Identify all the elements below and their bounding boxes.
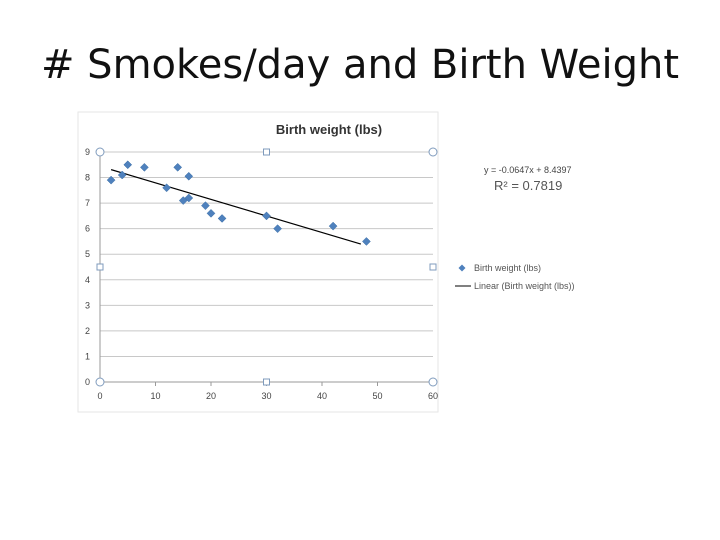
data-points xyxy=(106,160,371,246)
axes: 0 1 2 3 4 5 6 7 8 9 0 10 20 30 40 50 60 xyxy=(85,147,438,401)
y-tick-label: 2 xyxy=(85,326,90,336)
data-point xyxy=(123,160,133,170)
x-tick-label: 10 xyxy=(150,391,160,401)
resize-handle-corner xyxy=(428,147,438,157)
x-tick-label: 60 xyxy=(428,391,438,401)
resize-handle-edge xyxy=(263,148,270,156)
trendline-line xyxy=(110,169,362,245)
resize-handle-edge xyxy=(429,263,437,271)
y-tick-label: 5 xyxy=(85,249,90,259)
resize-handle-edge xyxy=(96,263,104,271)
data-point xyxy=(262,211,271,221)
y-tick-label: 1 xyxy=(85,351,90,361)
y-tick-label: 6 xyxy=(85,224,90,234)
r-squared-label: R² = 0.7819 xyxy=(494,178,563,193)
resize-handle-corner xyxy=(95,377,105,387)
legend-series-label: Birth weight (lbs) xyxy=(474,263,542,273)
resize-handle-edge xyxy=(263,378,270,386)
data-point xyxy=(273,224,282,234)
chart-title: Birth weight (lbs) xyxy=(276,122,382,137)
data-point xyxy=(106,175,116,185)
data-point xyxy=(201,201,210,211)
data-point xyxy=(184,193,194,203)
data-point xyxy=(184,171,194,181)
slide-title: # Smokes/day and Birth Weight xyxy=(40,42,680,88)
data-point xyxy=(328,221,338,231)
data-point xyxy=(162,183,171,193)
gridlines xyxy=(100,151,433,383)
resize-handle-corner xyxy=(95,147,105,157)
legend-markers xyxy=(455,264,471,287)
data-point xyxy=(206,208,216,218)
resize-handle-corner xyxy=(428,377,438,387)
x-tick-label: 30 xyxy=(261,391,271,401)
y-tick-label: 0 xyxy=(85,377,90,387)
data-point xyxy=(117,170,127,180)
legend-series-marker xyxy=(458,264,466,272)
chart-frame xyxy=(77,111,439,413)
y-tick-label: 7 xyxy=(85,198,90,208)
trendline xyxy=(110,169,362,245)
data-point xyxy=(217,214,227,223)
legend-trendline-label: Linear (Birth weight (lbs)) xyxy=(474,281,575,291)
data-point xyxy=(173,162,183,172)
trendline-equation: y = -0.0647x + 8.4397 xyxy=(484,165,572,175)
selection-handles xyxy=(95,147,438,387)
y-tick-label: 3 xyxy=(85,300,90,310)
y-tick-label: 4 xyxy=(85,275,90,285)
x-tick-label: 0 xyxy=(97,391,102,401)
x-tick-label: 50 xyxy=(372,391,382,401)
x-tick-label: 20 xyxy=(206,391,216,401)
x-tick-label: 40 xyxy=(317,391,327,401)
data-point xyxy=(140,162,149,172)
y-tick-label: 8 xyxy=(85,173,90,183)
data-point xyxy=(362,237,371,246)
y-tick-label: 9 xyxy=(85,147,90,157)
